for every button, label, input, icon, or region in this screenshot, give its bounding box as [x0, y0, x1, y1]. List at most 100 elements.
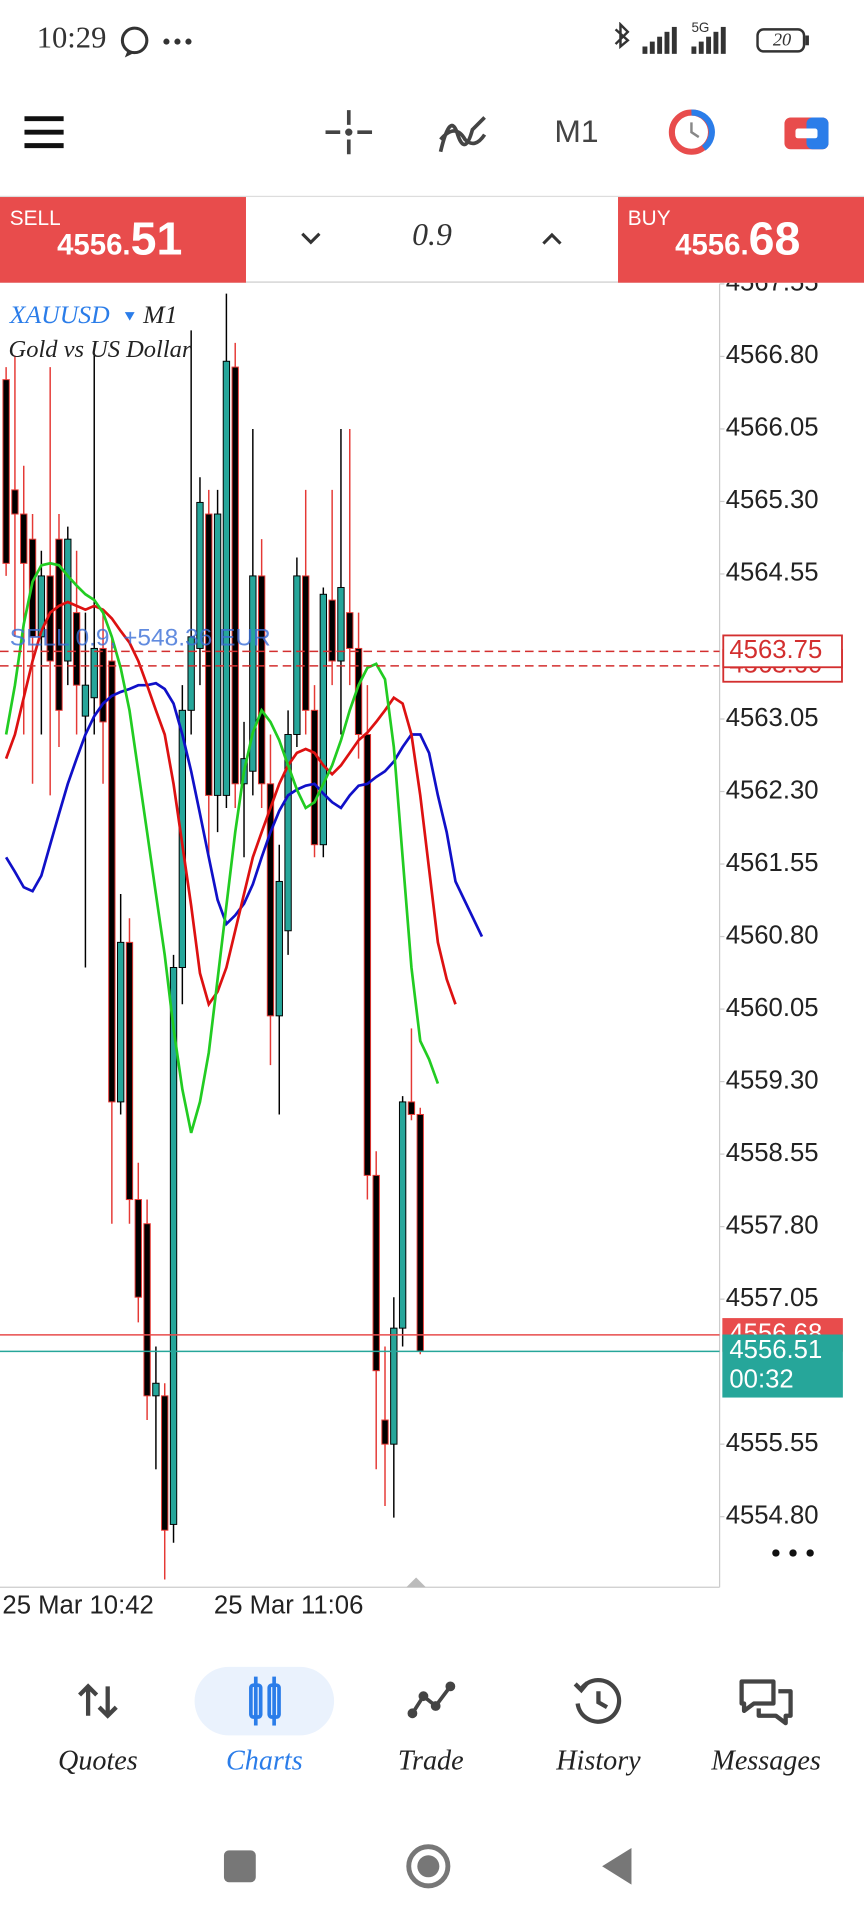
indicator-line: [4, 600, 457, 1008]
crosshair-button[interactable]: [325, 110, 373, 155]
candle-body: [2, 379, 10, 564]
nav-icons: [78, 1666, 793, 1736]
status-icons: [120, 26, 192, 58]
network-type: 5G: [691, 20, 710, 36]
y-tick-label: 4558.55: [726, 1139, 819, 1167]
sell-label: SELL: [9, 206, 61, 231]
candle-body: [363, 733, 372, 1176]
y-tick-label: 4555.55: [726, 1429, 819, 1457]
candle-body: [20, 513, 28, 564]
charts-icon[interactable]: [249, 1676, 281, 1726]
buy-price-main: 4556.: [675, 228, 749, 262]
candle-body: [196, 501, 204, 649]
candle-body: [372, 1174, 380, 1372]
volume-up[interactable]: [542, 232, 562, 245]
symbol-description: Gold vs US Dollar: [9, 336, 192, 363]
y-tick-label: 4566.80: [726, 341, 819, 369]
system-nav: [223, 1844, 632, 1889]
price-label-box: [722, 1334, 843, 1398]
candle-body: [266, 783, 275, 1017]
candle-body: [407, 1101, 416, 1115]
nav-tab[interactable]: Messages: [711, 1745, 821, 1776]
sell-price: 4556.51: [57, 214, 182, 267]
back-button[interactable]: [602, 1847, 632, 1885]
candles: [2, 293, 424, 1580]
volume-down[interactable]: [301, 232, 321, 245]
system-icons: [614, 22, 809, 54]
nav-tab[interactable]: Quotes: [58, 1745, 138, 1776]
nav-tab[interactable]: Charts: [226, 1745, 303, 1776]
chart-timeframe: M1: [142, 300, 177, 329]
buy-price-big: 68: [748, 214, 801, 266]
candle-body: [231, 366, 239, 785]
sell-price-big: 51: [130, 214, 183, 266]
candle-body: [152, 1382, 160, 1397]
volume[interactable]: 0.9: [412, 216, 452, 253]
recents-button[interactable]: [223, 1850, 256, 1883]
candle-body: [205, 513, 213, 796]
symbol[interactable]: XAUUSD: [9, 300, 110, 329]
candle-body: [398, 1101, 407, 1329]
candle-body: [72, 612, 81, 686]
y-tick-label: 4563.05: [726, 704, 819, 732]
candle-body: [99, 647, 107, 723]
candle-body: [346, 612, 354, 649]
y-tick-label: 4561.55: [726, 849, 819, 877]
candle-body: [293, 575, 301, 735]
candle-body: [257, 575, 266, 785]
x-tick-label: 25 Mar 10:42: [2, 1592, 153, 1620]
scroll-marker[interactable]: [406, 1577, 426, 1588]
trade-panel: SELL 4556.51 0.9 BUY 4556.68: [0, 195, 864, 283]
price-label-box: [722, 634, 843, 669]
candle-body: [302, 575, 310, 711]
candle-body: [328, 599, 336, 662]
candle-body: [64, 538, 72, 662]
y-tick-label: 4557.80: [726, 1211, 819, 1239]
buy-label: BUY: [627, 206, 671, 231]
quotes-icon[interactable]: [78, 1683, 118, 1719]
indicator-line: [4, 561, 440, 1134]
history-icon[interactable]: [573, 1677, 622, 1724]
trade-icon[interactable]: [407, 1681, 456, 1719]
indicator-lines: [4, 561, 484, 1134]
price-axis: 4567.554566.804566.054565.304564.554563.…: [719, 269, 819, 1529]
y-tick-label: 4564.55: [726, 559, 819, 587]
candle-body: [187, 636, 195, 711]
symbol-dropdown[interactable]: [124, 312, 135, 321]
y-tick-label: 4557.05: [726, 1284, 819, 1312]
position-label: SELL 0.9, +548.36 EUR: [10, 625, 271, 652]
trade-button[interactable]: [784, 117, 829, 150]
home-button[interactable]: [406, 1844, 451, 1889]
plot-area: SELL 0.9, +548.36 EUR: [2, 293, 484, 1580]
candle-body: [381, 1419, 389, 1445]
buy-button[interactable]: BUY 4556.68: [618, 197, 864, 283]
timeframe-button[interactable]: M1: [554, 112, 599, 150]
sell-button[interactable]: SELL 4556.51: [0, 197, 246, 283]
y-tick-label: 4566.05: [726, 414, 819, 442]
y-tick-label: 4562.30: [726, 776, 819, 804]
price-label: 4563.75: [729, 636, 822, 664]
buy-price: 4556.68: [675, 214, 800, 267]
candle-body: [275, 880, 283, 1017]
candle-body: [319, 593, 327, 846]
y-tick-label: 4560.05: [726, 994, 819, 1022]
candle-body: [284, 733, 292, 932]
messages-icon[interactable]: [739, 1679, 793, 1726]
indicators-button[interactable]: [438, 116, 487, 153]
toolbar: M1: [0, 85, 864, 196]
quick-trade-button[interactable]: [668, 109, 715, 155]
y-tick-label: 4554.80: [726, 1501, 819, 1529]
bottom-nav: Quotes Charts Trade History Messages: [0, 1640, 864, 1811]
y-tick-label: 4565.30: [726, 486, 819, 514]
battery-level: 20: [772, 30, 792, 51]
more-button[interactable]: [772, 1549, 814, 1557]
menu-button[interactable]: [24, 116, 64, 149]
indicator-line: [4, 681, 484, 938]
candle-body: [213, 513, 222, 796]
candle-body: [390, 1327, 398, 1445]
nav-tab[interactable]: Trade: [397, 1745, 464, 1776]
nav-tab[interactable]: History: [556, 1745, 641, 1776]
y-tick-label: 4560.80: [726, 921, 819, 949]
